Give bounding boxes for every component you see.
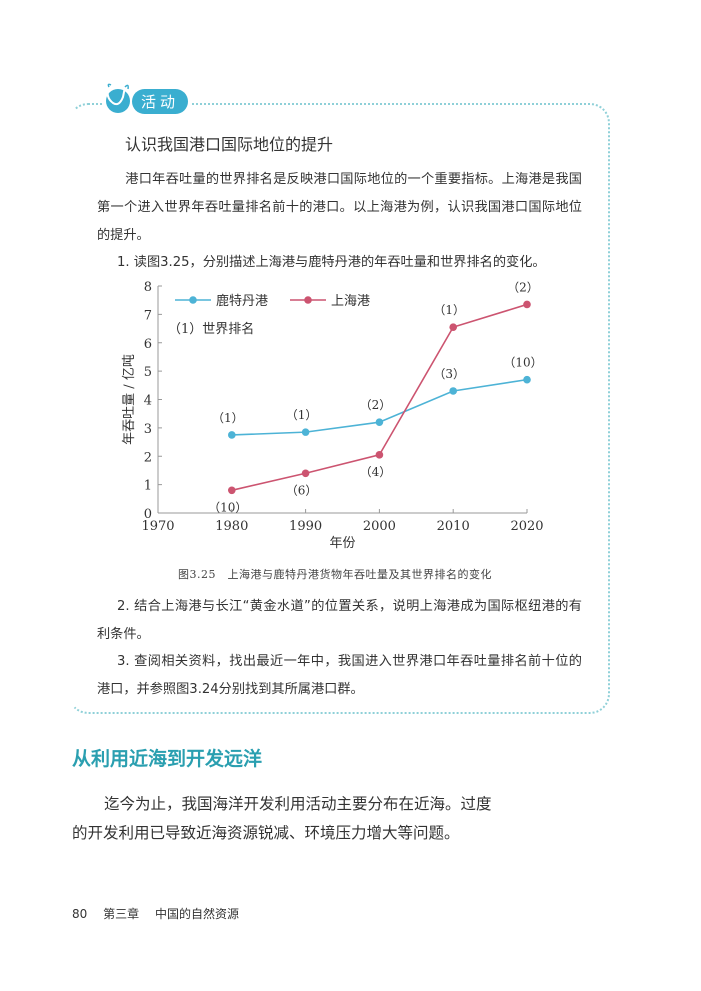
page-footer: 80 第三章 中国的自然资源 — [72, 905, 239, 922]
activity-badge: 活动 — [102, 83, 193, 116]
activity-badge-label: 活动 — [132, 88, 189, 114]
question-2: 2. 结合上海港与长江“黄金水道”的位置关系，说明上海港成为国际枢纽港的有利条件… — [97, 593, 582, 649]
question-1-text: 1. 读图3.25，分别描述上海港与鹿特丹港的年吞吐量和世界排名的变化。 — [117, 255, 546, 270]
section-title: 从利用近海到开发远洋 — [72, 748, 263, 770]
question-1: 1. 读图3.25，分别描述上海港与鹿特丹港的年吞吐量和世界排名的变化。 — [97, 249, 582, 277]
activity-intro-text: 港口年吞吐量的世界排名是反映港口国际地位的一个重要指标。上海港是我国第一个进入世… — [97, 172, 582, 243]
chapter-title: 中国的自然资源 — [154, 907, 239, 921]
activity-intro: 港口年吞吐量的世界排名是反映港口国际地位的一个重要指标。上海港是我国第一个进入世… — [97, 166, 582, 250]
chapter-label: 第三章 — [103, 907, 140, 921]
stethoscope-icon — [106, 83, 130, 113]
question-3-text: 3. 查阅相关资料，找出最近一年中，我国进入世界港口年吞吐量排名前十位的港口，并… — [97, 654, 582, 697]
section-body: 迄今为止，我国海洋开发利用活动主要分布在近海。过度的开发利用已导致近海资源锐减、… — [72, 790, 492, 848]
activity-title: 认识我国港口国际地位的提升 — [125, 135, 334, 154]
figure-caption: 图3.25 上海港与鹿特丹港货物年吞吐量及其世界排名的变化 — [178, 568, 492, 581]
page-number: 80 — [72, 907, 88, 921]
section-body-text: 迄今为止，我国海洋开发利用活动主要分布在近海。过度的开发利用已导致近海资源锐减、… — [72, 795, 492, 842]
activity-box — [68, 103, 610, 714]
question-2-text: 2. 结合上海港与长江“黄金水道”的位置关系，说明上海港成为国际枢纽港的有利条件… — [97, 599, 582, 642]
question-3: 3. 查阅相关资料，找出最近一年中，我国进入世界港口年吞吐量排名前十位的港口，并… — [97, 648, 582, 704]
